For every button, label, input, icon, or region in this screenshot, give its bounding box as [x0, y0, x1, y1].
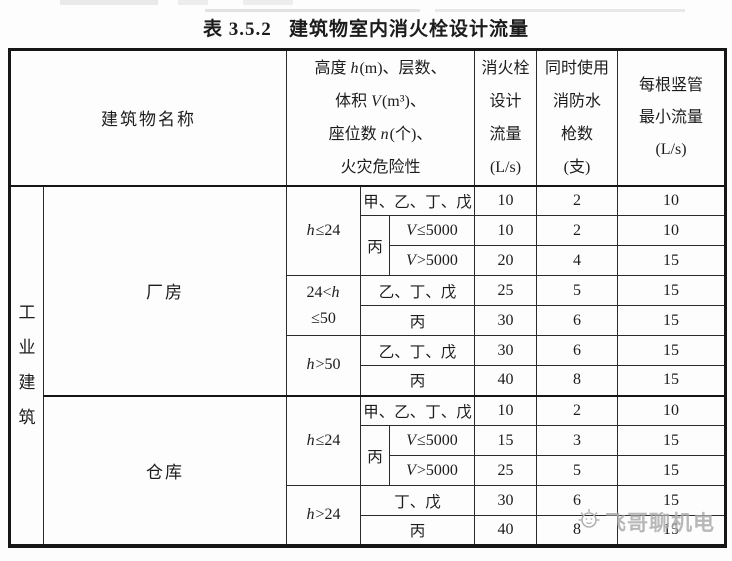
riser-value: 10	[617, 185, 726, 216]
guns-value: 8	[536, 515, 618, 546]
header-condition-line: 高度 h(m)、层数、	[314, 59, 447, 77]
hazard-cell: 丁、戊	[360, 485, 475, 516]
condition-cell: h≤24	[286, 394, 361, 486]
volume-condition-cell: V>5000	[389, 245, 475, 276]
riser-value: 15	[617, 305, 726, 336]
flow-value: 20	[474, 245, 537, 276]
category-industrial-buildings: 工 业 建 筑	[9, 185, 44, 546]
riser-value: 10	[617, 215, 726, 246]
scan-artifact	[178, 0, 208, 5]
scan-artifact	[60, 0, 158, 5]
riser-value: 15	[617, 275, 726, 306]
riser-value: 15	[617, 485, 726, 516]
flow-value: 30	[474, 305, 537, 336]
fire-hydrant-flow-table: 建筑物名称 高度 h(m)、层数、 体积 V(m³)、 座位数 n(个)、 火灾…	[8, 48, 727, 548]
hazard-cell: 甲、乙、丁、戊	[360, 185, 475, 216]
flow-value: 30	[474, 335, 537, 366]
group-warehouse: 仓库	[43, 394, 287, 546]
guns-value: 5	[536, 275, 618, 306]
flow-value: 10	[474, 215, 537, 246]
hazard-cell: 丙	[360, 515, 475, 546]
header-water-guns: 同时使用 消防水 枪数 (支)	[536, 49, 618, 187]
riser-value: 15	[617, 455, 726, 486]
condition-cell: 24<h ≤50	[286, 275, 361, 336]
hazard-cell: 乙、丁、戊	[360, 335, 475, 366]
volume-condition-cell: V>5000	[389, 455, 475, 486]
guns-value: 6	[536, 335, 618, 366]
guns-value: 5	[536, 455, 618, 486]
header-condition-line: 座位数 n(个)、	[328, 125, 433, 143]
header-condition-line: 体积 V(m³)、	[335, 92, 426, 110]
header-building-name: 建筑物名称	[9, 49, 287, 187]
hazard-cell: 乙、丁、戊	[360, 275, 475, 306]
guns-value: 8	[536, 365, 618, 396]
riser-value: 10	[617, 394, 726, 426]
hazard-cell: 甲、乙、丁、戊	[360, 394, 475, 426]
hazard-cell: 丙	[360, 305, 475, 336]
guns-value: 3	[536, 425, 618, 456]
hazard-cell: 丙	[360, 365, 475, 396]
guns-value: 6	[536, 485, 618, 516]
guns-value: 6	[536, 305, 618, 336]
flow-value: 25	[474, 275, 537, 306]
condition-cell: h>24	[286, 485, 361, 546]
flow-value: 40	[474, 365, 537, 396]
scan-artifact	[205, 9, 420, 12]
condition-cell: h>50	[286, 335, 361, 396]
riser-value: 15	[617, 335, 726, 366]
guns-value: 4	[536, 245, 618, 276]
header-design-flow: 消火栓 设计 流量 (L/s)	[474, 49, 537, 187]
group-factory: 厂房	[43, 185, 287, 396]
guns-value: 2	[536, 185, 618, 216]
scan-artifact	[243, 0, 293, 5]
flow-value: 10	[474, 394, 537, 426]
hazard-bing-cell: 丙	[360, 215, 390, 276]
guns-value: 2	[536, 215, 618, 246]
header-condition-line: 火灾危险性	[340, 158, 421, 176]
flow-value: 40	[474, 515, 537, 546]
scan-artifact	[435, 9, 685, 12]
volume-condition-cell: V≤5000	[389, 215, 475, 246]
riser-value: 15	[617, 515, 726, 546]
header-riser-min-flow: 每根竖管 最小流量 (L/s)	[617, 49, 726, 187]
flow-value: 25	[474, 455, 537, 486]
condition-cell: h≤24	[286, 185, 361, 276]
table-title: 表 3.5.2 建筑物室内消火栓设计流量	[202, 19, 529, 40]
flow-value: 30	[474, 485, 537, 516]
flow-value: 15	[474, 425, 537, 456]
riser-value: 15	[617, 245, 726, 276]
header-condition: 高度 h(m)、层数、 体积 V(m³)、 座位数 n(个)、 火灾危险性	[286, 49, 475, 187]
riser-value: 15	[617, 425, 726, 456]
guns-value: 2	[536, 394, 618, 426]
flow-value: 10	[474, 185, 537, 216]
volume-condition-cell: V≤5000	[389, 425, 475, 456]
riser-value: 15	[617, 365, 726, 396]
hazard-bing-cell: 丙	[360, 425, 390, 486]
